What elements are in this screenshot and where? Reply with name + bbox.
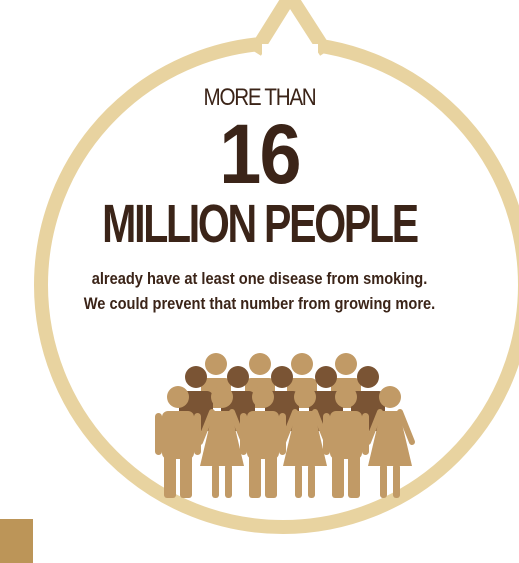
person-icon xyxy=(280,386,330,498)
person-icon xyxy=(155,386,201,498)
person-icon xyxy=(365,386,415,498)
headline: MILLION PEOPLE xyxy=(102,194,419,254)
body-line-2: We could prevent that number from growin… xyxy=(83,294,436,313)
big-number: 16 xyxy=(219,107,301,201)
person-icon xyxy=(323,386,369,498)
corner-square xyxy=(0,519,33,563)
body-line-1: already have at least one disease from s… xyxy=(91,269,428,288)
person-icon xyxy=(240,386,286,498)
lead-text: MORE THAN xyxy=(203,84,317,111)
person-icon xyxy=(197,386,247,498)
